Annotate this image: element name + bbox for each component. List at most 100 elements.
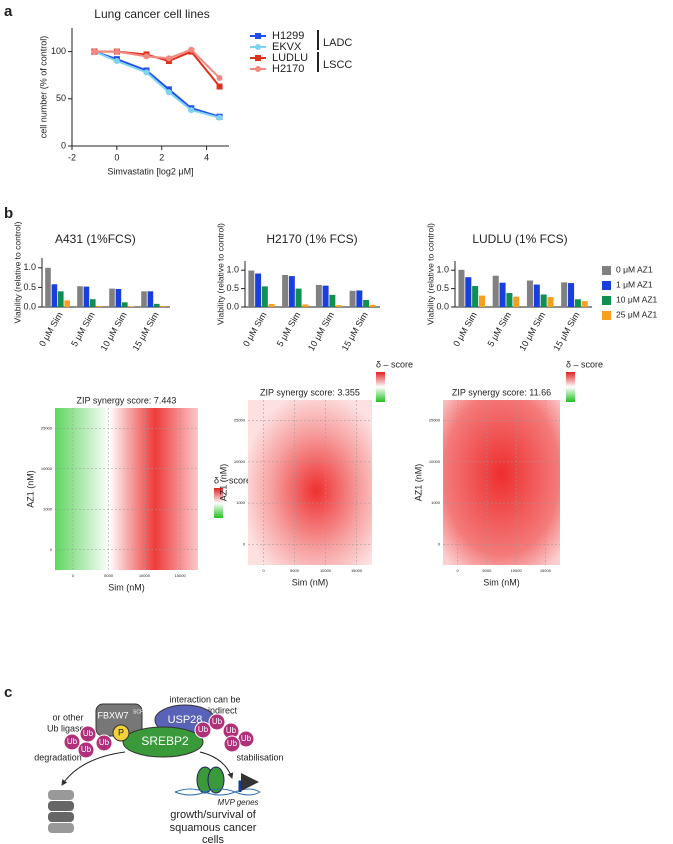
y-tick-label: 0.0 [436,301,449,311]
heatmap-surface [248,400,372,565]
group-label: LSCC [323,59,352,71]
colorbar [214,488,223,518]
ubiquitin [63,733,81,751]
ubiquitin [77,741,95,759]
legend-title: δ – score [214,475,251,485]
y-axis-label: Viability (relative to control) [215,223,225,325]
bar [568,283,575,307]
axis [71,28,229,147]
y-tick-label: 1.0 [226,265,239,275]
x-tick-label: 0 [72,573,75,578]
ubiquitin-label: Ub [81,745,92,754]
y-tick-label: 10000 [234,459,246,464]
bar [315,284,322,307]
x-tick-label: -2 [68,152,76,162]
chart-title: LUDLU (1% FCS) [472,232,567,246]
bar [336,305,343,307]
legend-swatch [602,266,611,275]
y-tick-label: 10000 [41,466,53,471]
bar [322,285,329,307]
note: Ub ligases [47,723,90,733]
ubiquitin [208,713,226,731]
series-line [94,50,220,118]
ubiquitin [194,721,212,739]
x-tick-label: 0 μM Sim [37,310,65,348]
legend-marker [255,44,261,50]
ubiquitin-label: Ub [212,717,223,726]
legend-title: δ – score [566,359,603,369]
bar [356,290,363,307]
y-tick-label: 25000 [429,418,441,423]
x-tick-label: 5 μM Sim [69,310,97,348]
bar [147,291,154,307]
y-tick-label: 0.5 [23,282,36,292]
point [216,75,223,82]
bar [282,274,289,307]
x-axis-label: Sim (nM) [108,582,145,592]
bar [540,294,547,307]
ubiquitin-label: Ub [226,726,237,735]
x-tick-label: 2 [159,152,164,162]
point [113,48,120,55]
y-tick-label: 0.5 [226,283,239,293]
x-axis-label: Sim (nM) [292,577,329,587]
legend-label: EKVX [272,41,302,53]
point [216,114,223,121]
bar [51,284,58,307]
x-tick-label: 0 μM Sim [451,310,479,348]
y-tick-label: 100 [51,46,66,56]
x-tick-label: 5 μM Sim [275,310,303,348]
point [216,83,223,90]
x-tick-label: 5000 [290,568,300,573]
heatmap-surface [443,400,560,565]
legend-swatch [602,281,611,290]
point [143,69,150,76]
y-tick-label: 25000 [41,425,53,430]
legend-label: H2170 [272,63,304,75]
bar [329,294,336,307]
heatmap-surface [55,408,198,570]
legend-swatch [602,311,611,320]
colorbar [376,372,385,402]
bar [506,293,513,307]
x-tick-label: 10 μM Sim [517,310,547,352]
ligase-sup: SCF [133,709,143,715]
x-tick-label: 4 [204,152,209,162]
x-axis-label: Simvastatin [log2 μM] [107,166,193,176]
panel-label: c [4,684,12,701]
y-tick-label: 10000 [429,459,441,464]
y-tick-label: 25000 [234,418,246,423]
x-tick-label: 15000 [540,568,552,573]
legend-label: 0 μM AZ1 [616,264,653,274]
y-axis-label: Viability (relative to control) [425,223,435,325]
legend-label: 25 μM AZ1 [616,309,658,319]
bar [64,300,70,307]
x-tick-label: 5000 [104,573,114,578]
bar [363,300,370,307]
y-tick-label: 50 [56,93,66,103]
y-tick-label: 1.0 [23,262,36,272]
legend-swatch [602,296,611,305]
bar [261,286,268,307]
bar [58,291,64,307]
x-axis-label: Sim (nM) [483,577,520,587]
x-tick-label: 0 [114,152,119,162]
bar [288,276,295,307]
y-axis-label: AZ1 (nM) [218,464,228,502]
bar [268,304,275,307]
ubiquitin-label: Ub [227,739,238,748]
usp28-label: USP28 [168,714,203,726]
outcome: cells [202,834,225,844]
legend-label: LUDLU [272,52,308,64]
diagram: interaction can be direct or indirect or… [34,694,283,844]
y-tick-label: 0.0 [23,301,36,311]
bar [465,277,472,307]
point [143,53,150,60]
ubiquitin-label: Ub [67,737,78,746]
legend-label: H1299 [272,30,304,42]
genes: MVP genes [217,798,258,807]
bar [96,305,102,307]
legend-label: 1 μM AZ1 [616,279,653,289]
ubiquitin-label: Ub [99,738,110,747]
